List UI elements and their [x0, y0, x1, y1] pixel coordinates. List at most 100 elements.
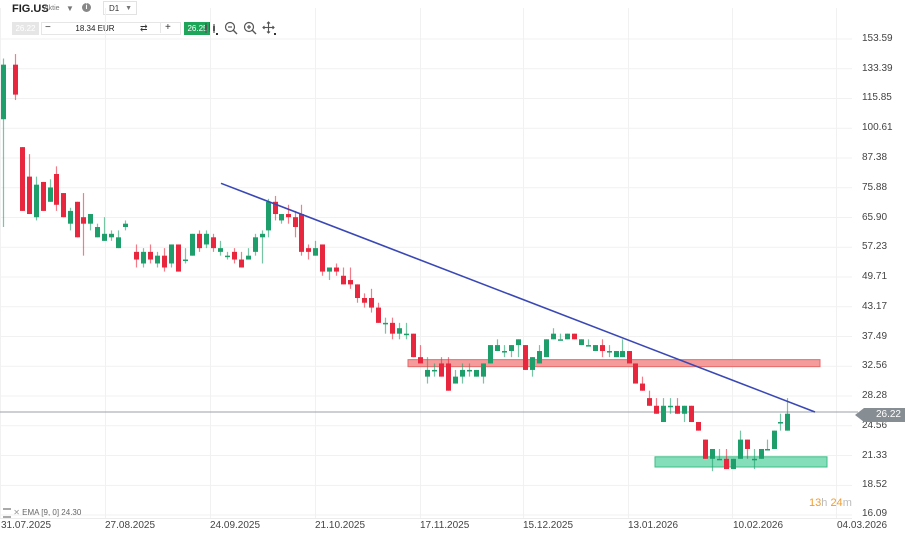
candle-bullish [116, 237, 121, 249]
candle-bullish [516, 339, 521, 346]
quantity-stepper[interactable]: − 18.34 EUR ⇄ + [41, 22, 181, 35]
symbol-dropdown-icon[interactable]: ▼ [66, 4, 74, 13]
countdown-hours: 13 [809, 497, 822, 509]
quantity-input[interactable]: 18.34 EUR [75, 24, 115, 33]
candle-bearish [197, 233, 202, 249]
candle-bullish [404, 333, 409, 336]
candle-bullish [169, 244, 174, 264]
candle-bullish [558, 339, 563, 341]
candle-bearish [633, 363, 638, 384]
candle-bearish [348, 280, 353, 285]
candle-bullish [537, 351, 542, 364]
candle-bullish [68, 210, 73, 224]
candle-bearish [341, 275, 346, 285]
candle-bearish [75, 201, 80, 238]
candle-bearish [572, 333, 577, 340]
price-tick-label: 28.28 [862, 390, 888, 401]
price-tick-label: 43.17 [862, 300, 888, 312]
candle-bearish [13, 64, 18, 95]
candle-bearish [293, 217, 298, 228]
candle-bearish [390, 322, 395, 334]
candle-bullish [620, 351, 625, 358]
date-tick-label: 17.11.2025 [420, 520, 470, 531]
candle-bullish [260, 233, 265, 238]
candle-bullish [279, 214, 284, 221]
price-tick-label: 24.56 [862, 419, 888, 431]
zoom-out-icon[interactable] [224, 21, 238, 38]
candle-bearish [600, 345, 605, 352]
decrease-button[interactable]: − [45, 22, 51, 33]
candle-bearish [334, 267, 339, 272]
price-tick-label: 21.33 [862, 449, 888, 461]
countdown-hours-unit: h [821, 497, 828, 509]
candle-bearish [376, 307, 381, 323]
candle-bullish [731, 458, 736, 470]
price-tick-label: 16.09 [862, 508, 888, 519]
candle-bullish [123, 223, 128, 228]
candle-bearish [211, 237, 216, 249]
indicator-legend: ✕ EMA [9, 0] 24.30 [3, 508, 81, 518]
candle-bullish [785, 413, 790, 431]
trendline [220, 182, 816, 413]
increase-button[interactable]: + [160, 22, 171, 33]
date-tick-label: 15.12.2025 [523, 520, 574, 531]
price-tick-label: 87.38 [862, 151, 888, 163]
candle-bearish [627, 351, 632, 364]
candle-bullish [481, 363, 486, 377]
date-tick-label: 31.07.2025 [1, 520, 52, 531]
indicator-remove-icon[interactable]: ✕ [13, 508, 20, 518]
move-icon[interactable] [262, 21, 276, 38]
price-tick-label: 100.61 [862, 122, 893, 134]
candle-bullish [509, 345, 514, 352]
price-tick-label: 57.23 [862, 241, 888, 253]
swap-icon[interactable]: ⇄ [140, 23, 148, 33]
candle-bullish [425, 369, 430, 377]
candle-bullish [765, 448, 770, 451]
candle-bearish [411, 333, 416, 358]
candle-countdown: 13h 24m [809, 497, 852, 509]
candle-bullish [155, 255, 160, 264]
price-tick-label: 37.49 [862, 330, 888, 342]
price-tick-label: 32.56 [862, 360, 888, 372]
candle-bearish [362, 298, 367, 303]
date-tick-label: 13.01.2026 [628, 520, 679, 531]
date-tick-label: 04.03.2026 [837, 520, 888, 531]
candle-bullish [88, 214, 93, 224]
candle-bullish [738, 439, 743, 459]
candle-bearish [273, 201, 278, 215]
date-tick-label: 27.08.2025 [105, 520, 156, 531]
candle-bullish [586, 345, 591, 347]
candle-bullish [502, 351, 507, 353]
candle-bearish [148, 251, 153, 260]
candle-bearish [27, 176, 32, 215]
candle-bullish [190, 233, 195, 256]
candle-bearish [724, 458, 729, 470]
price-tick-label: 18.52 [862, 479, 888, 491]
candle-bearish [745, 439, 750, 449]
candle-bullish [453, 376, 458, 384]
candle-bearish [355, 284, 360, 299]
candle-bullish [710, 448, 715, 459]
candle-bullish [717, 458, 722, 461]
buy-button[interactable]: 26.25 [184, 22, 211, 35]
sell-button[interactable]: 26.22 [12, 22, 39, 35]
candle-bullish [225, 255, 230, 258]
candle-bullish [467, 369, 472, 372]
info-icon[interactable]: i [82, 3, 91, 12]
indicator-settings-icon[interactable] [3, 508, 11, 518]
candle-bearish [369, 298, 374, 308]
candle-bullish [682, 405, 687, 414]
candle-bearish [696, 422, 701, 431]
timeframe-select[interactable]: D1 ▼ [103, 1, 137, 15]
candle-bearish [61, 193, 66, 218]
zoom-in-icon[interactable] [243, 21, 257, 38]
price-tick-label: 65.90 [862, 211, 888, 223]
date-tick-label: 10.02.2026 [733, 520, 784, 531]
symbol-label: FIG.US [12, 3, 49, 15]
price-tick-label: 49.71 [862, 271, 888, 282]
candle-bullish [772, 430, 777, 449]
candle-bearish [640, 383, 645, 391]
candle-bullish [313, 248, 318, 256]
candle-bearish [239, 259, 244, 268]
